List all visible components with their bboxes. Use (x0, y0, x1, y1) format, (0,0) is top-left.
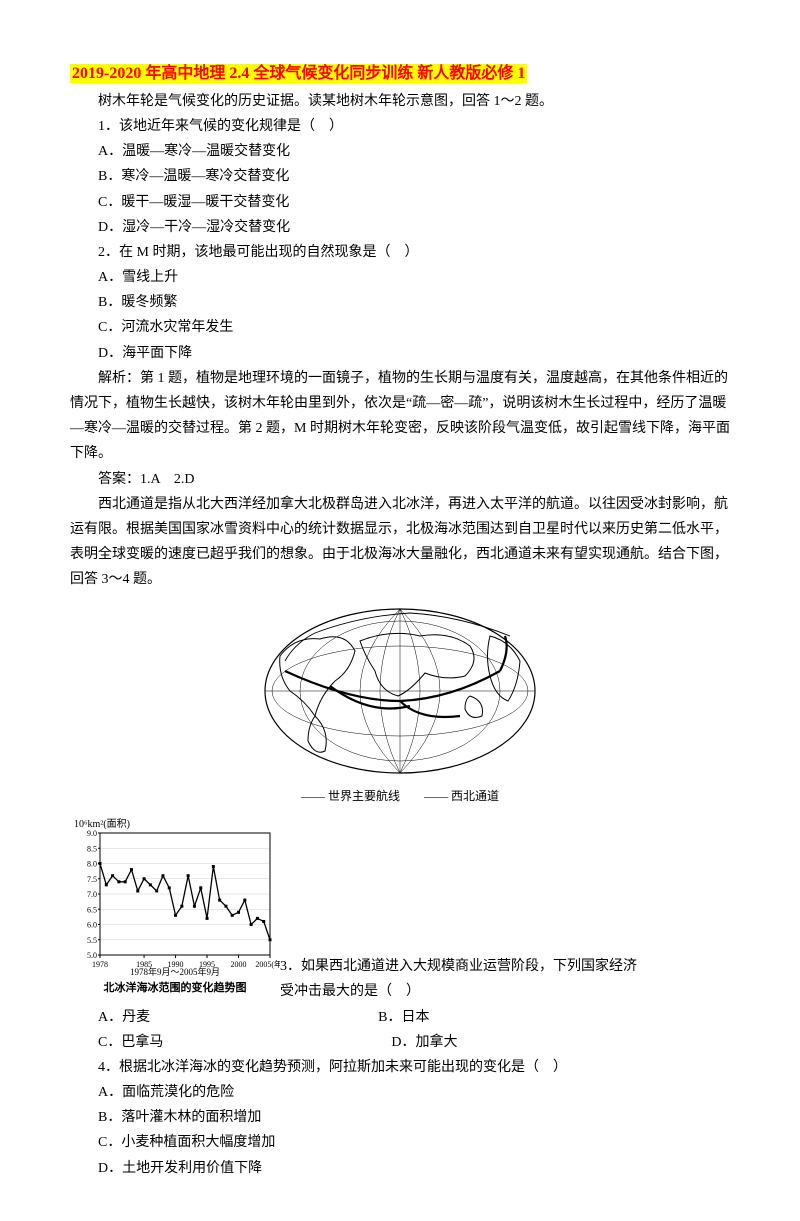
q2-opt-b: B．暖冬频繁 (70, 290, 730, 315)
ice-chart-wrap: 10⁶km²(面积) 5.0 5.5 6.0 6.5 7.0 7.5 8.0 8.5 9.0 19… (70, 815, 280, 1004)
q4-opt-b: B．落叶灌木林的面积增加 (70, 1105, 730, 1130)
q3-stem-block: 3．如果西北通道进入大规模商业运营阶段，下列国家经济 受冲击最大的是（ ） (280, 954, 637, 1004)
ice-line-chart: 10⁶km²(面积) 5.0 5.5 6.0 6.5 7.0 7.5 8.0 8.5 9.0 19… (70, 815, 280, 995)
map-legend: —— 世界主要航线 —— 西北通道 (70, 786, 730, 808)
q4-opt-d: D．土地开发利用价值下降 (70, 1156, 730, 1181)
intro-1: 树木年轮是气候变化的历史证据。读某地树木年轮示意图，回答 1～2 题。 (70, 89, 730, 114)
svg-text:2005(年): 2005(年) (255, 959, 280, 969)
svg-text:2000: 2000 (231, 960, 247, 969)
svg-text:9.0: 9.0 (87, 829, 97, 838)
q4-stem: 4．根据北冰洋海冰的变化趋势预测，阿拉斯加未来可能出现的变化是（ ） (70, 1055, 730, 1080)
chart-title: 北冰洋海冰范围的变化趋势图 (104, 980, 247, 994)
q2-opt-d: D．海平面下降 (70, 341, 730, 366)
svg-text:5.0: 5.0 (87, 951, 97, 960)
q2-opt-c: C．河流水灾常年发生 (70, 315, 730, 340)
q2-opt-a: A．雪线上升 (70, 265, 730, 290)
passage-2: 西北通道是指从北大西洋经加拿大北极群岛进入北冰洋，再进入太平洋的航道。以往因受冰… (70, 492, 730, 593)
q2-stem: 2．在 M 时期，该地最可能出现的自然现象是（ ） (70, 240, 730, 265)
svg-text:8.0: 8.0 (87, 860, 97, 869)
page: 2019-2020 年高中地理 2.4 全球气候变化同步训练 新人教版必修 1 … (0, 0, 800, 1221)
q1-opt-a: A．温暖—寒冷—温暖交替变化 (70, 139, 730, 164)
world-map-svg (260, 601, 540, 781)
ice-chart-block: 10⁶km²(面积) 5.0 5.5 6.0 6.5 7.0 7.5 8.0 8.5 9.0 19… (70, 815, 730, 1004)
q1-stem: 1．该地近年来气候的变化规律是（ ） (70, 114, 730, 139)
q3-opt-a: A．丹麦 (70, 1005, 150, 1030)
chart-x-caption: 1978年9月～2005年9月 (130, 966, 220, 977)
q3-row-ab: A．丹麦 B．日本 (70, 1005, 730, 1030)
doc-title: 2019-2020 年高中地理 2.4 全球气候变化同步训练 新人教版必修 1 (70, 64, 527, 83)
q1-opt-b: B．寒冷—温暖—寒冷交替变化 (70, 164, 730, 189)
q4-opt-c: C．小麦种植面积大幅度增加 (70, 1130, 730, 1155)
title-wrap: 2019-2020 年高中地理 2.4 全球气候变化同步训练 新人教版必修 1 (70, 60, 730, 89)
svg-text:8.5: 8.5 (87, 845, 97, 854)
svg-text:1978: 1978 (92, 960, 108, 969)
svg-text:6.5: 6.5 (87, 906, 97, 915)
q1-opt-c: C．暖干—暖湿—暖干交替变化 (70, 190, 730, 215)
legend-nw-route: —— 西北通道 (424, 789, 499, 803)
svg-text:5.5: 5.5 (87, 936, 97, 945)
q3-row-cd: C．巴拿马 D．加拿大 (70, 1030, 730, 1055)
chart-y-unit: 10⁶km²(面积) (74, 818, 130, 830)
svg-text:7.5: 7.5 (87, 875, 97, 884)
answer-12: 答案：1.A 2.D (70, 467, 730, 492)
q3-opt-d: D．加拿大 (363, 1030, 457, 1055)
q3-stem-a: 3．如果西北通道进入大规模商业运营阶段，下列国家经济 (280, 954, 637, 979)
q3-stem-b: 受冲击最大的是（ ） (280, 979, 637, 1004)
q4-opt-a: A．面临荒漠化的危险 (70, 1080, 730, 1105)
q3-opt-c: C．巴拿马 (70, 1030, 163, 1055)
svg-text:6.0: 6.0 (87, 921, 97, 930)
legend-main-route: —— 世界主要航线 (301, 789, 400, 803)
q3-opt-b: B．日本 (350, 1005, 429, 1030)
explain-12: 解析：第 1 题，植物是地理环境的一面镜子，植物的生长期与温度有关，温度越高，在… (70, 366, 730, 467)
world-map-figure: —— 世界主要航线 —— 西北通道 (70, 601, 730, 808)
q1-opt-d: D．湿冷—干冷—湿冷交替变化 (70, 215, 730, 240)
svg-text:7.0: 7.0 (87, 890, 97, 899)
